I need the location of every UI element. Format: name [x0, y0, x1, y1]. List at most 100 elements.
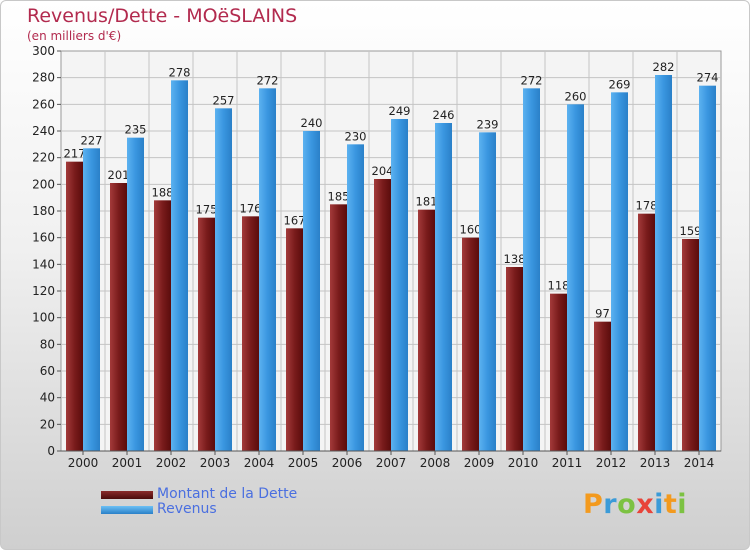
- legend-swatch-dette: [101, 491, 153, 499]
- legend-label-revenus: Revenus: [157, 501, 217, 517]
- data-label-revenus: 249: [389, 104, 411, 118]
- bar-revenus: [347, 144, 364, 452]
- data-label-dette: 217: [64, 147, 86, 161]
- y-tick-label: 200: [32, 177, 55, 191]
- x-tick-label: 2007: [376, 456, 407, 470]
- proxiti-logo: Proxiti: [583, 489, 687, 520]
- bar-revenus: [567, 104, 584, 451]
- data-label-dette: 178: [636, 199, 658, 213]
- data-label-dette: 159: [680, 224, 702, 238]
- logo-letter: t: [663, 489, 678, 520]
- x-tick-label: 2010: [508, 456, 539, 470]
- y-tick-label: 160: [32, 231, 55, 245]
- chart-title: Revenus/Dette - MOëSLAINS: [27, 5, 298, 27]
- bar-dette: [638, 213, 655, 451]
- bar-dette: [418, 209, 435, 451]
- data-label-revenus: 282: [653, 60, 675, 74]
- logo-letter: P: [583, 489, 604, 520]
- bar-dette: [682, 239, 699, 451]
- bar-revenus: [479, 132, 496, 452]
- y-tick-label: 120: [32, 284, 55, 298]
- y-tick-label: 220: [32, 151, 55, 165]
- bar-dette: [374, 179, 391, 451]
- bar-dette: [330, 204, 347, 451]
- bar-dette: [286, 228, 303, 451]
- data-label-dette: 160: [460, 223, 482, 237]
- y-tick-label: 140: [32, 257, 55, 271]
- legend-swatch-revenus: [101, 506, 153, 514]
- bar-dette: [462, 237, 479, 451]
- logo-letter: x: [636, 489, 655, 520]
- bar-revenus: [215, 108, 232, 451]
- bar-revenus: [83, 148, 100, 452]
- y-tick-label: 300: [32, 44, 55, 58]
- data-label-dette: 118: [548, 279, 570, 293]
- logo-letter: o: [617, 489, 637, 520]
- x-tick-label: 2012: [596, 456, 627, 470]
- y-tick-label: 20: [40, 417, 55, 431]
- y-tick-label: 0: [47, 444, 55, 458]
- logo-letter: r: [603, 489, 618, 520]
- x-tick-label: 2005: [288, 456, 319, 470]
- x-tick-label: 2011: [552, 456, 583, 470]
- data-label-revenus: 227: [81, 133, 103, 147]
- bar-revenus: [391, 119, 408, 451]
- bar-dette: [506, 267, 523, 451]
- x-tick-label: 2000: [68, 456, 99, 470]
- data-label-dette: 201: [108, 168, 130, 182]
- logo-letter: i: [654, 489, 664, 520]
- data-label-revenus: 269: [609, 77, 631, 91]
- legend-label-dette: Montant de la Dette: [157, 486, 298, 502]
- bar-revenus: [127, 137, 144, 451]
- y-tick-label: 240: [32, 124, 55, 138]
- x-tick-label: 2003: [200, 456, 231, 470]
- bar-dette: [550, 293, 567, 451]
- data-label-dette: 188: [152, 185, 174, 199]
- x-tick-label: 2014: [684, 456, 715, 470]
- y-tick-label: 100: [32, 311, 55, 325]
- data-label-revenus: 230: [345, 129, 367, 143]
- data-label-revenus: 246: [433, 108, 455, 122]
- y-tick-label: 260: [32, 97, 55, 111]
- x-tick-label: 2013: [640, 456, 671, 470]
- x-tick-label: 2001: [112, 456, 143, 470]
- data-label-revenus: 272: [257, 73, 279, 87]
- data-label-dette: 138: [504, 252, 526, 266]
- data-label-revenus: 257: [213, 93, 235, 107]
- bar-dette: [594, 321, 611, 451]
- chart-subtitle: (en milliers d'€): [27, 29, 122, 43]
- x-tick-label: 2002: [156, 456, 187, 470]
- bar-dette: [198, 217, 215, 451]
- data-label-dette: 181: [416, 195, 438, 209]
- x-tick-label: 2006: [332, 456, 363, 470]
- data-label-dette: 167: [284, 213, 306, 227]
- data-label-revenus: 272: [521, 73, 543, 87]
- data-label-dette: 204: [372, 164, 394, 178]
- y-tick-label: 80: [40, 337, 55, 351]
- bar-revenus: [259, 88, 276, 451]
- data-label-revenus: 235: [125, 123, 147, 137]
- data-label-revenus: 274: [697, 71, 719, 85]
- bar-dette: [242, 216, 259, 451]
- bar-revenus: [303, 131, 320, 451]
- data-label-revenus: 239: [477, 117, 499, 131]
- bar-dette: [110, 183, 127, 451]
- bar-dette: [66, 161, 83, 451]
- data-label-revenus: 260: [565, 89, 587, 103]
- bar-revenus: [523, 88, 540, 451]
- data-label-revenus: 278: [169, 65, 191, 79]
- bar-revenus: [699, 85, 716, 452]
- bar-revenus: [611, 92, 628, 451]
- data-label-dette: 176: [240, 201, 262, 215]
- data-label-dette: 97: [595, 307, 610, 321]
- data-label-dette: 185: [328, 189, 350, 203]
- x-tick-label: 2009: [464, 456, 495, 470]
- x-tick-label: 2008: [420, 456, 451, 470]
- x-tick-label: 2004: [244, 456, 275, 470]
- bar-revenus: [171, 80, 188, 451]
- y-tick-label: 40: [40, 391, 55, 405]
- y-tick-label: 280: [32, 71, 55, 85]
